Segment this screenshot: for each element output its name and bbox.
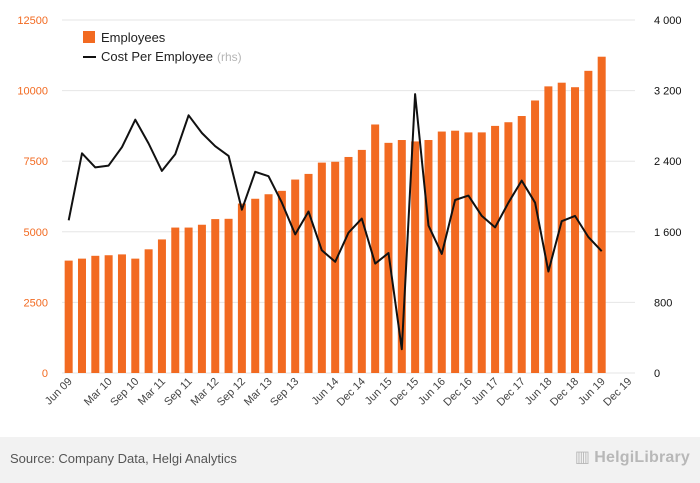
cost-per-employee-line [67, 93, 603, 351]
x-tick-label: Mar 12 [189, 376, 222, 409]
employees-bar [291, 179, 300, 373]
x-tick-label: Sep 11 [162, 376, 195, 409]
employees-bar [331, 161, 340, 373]
employees-bar [371, 124, 380, 373]
legend-label-cost: Cost Per Employee (rhs) [101, 49, 242, 64]
x-tick-label: Dec 14 [335, 376, 368, 409]
employees-bars [64, 56, 606, 374]
legend-cost-suffix: (rhs) [217, 50, 242, 64]
employees-bar [424, 140, 433, 373]
employees-bar [264, 194, 273, 373]
employees-bar [491, 125, 500, 374]
employees-bar [411, 141, 420, 373]
x-tick-label: Jun 09 [43, 376, 75, 408]
x-tick-label: Mar 10 [82, 376, 115, 409]
legend-cost-name: Cost Per Employee [101, 49, 213, 64]
employees-bar [64, 260, 73, 373]
employees-bar [504, 122, 513, 374]
right-y-tick-label: 3 200 [654, 86, 682, 98]
employees-bar [464, 132, 473, 373]
source-text: Source: Company Data, Helgi Analytics [10, 451, 237, 466]
library-icon: ▥ [574, 449, 591, 466]
combo-chart: 0 2500 5000 7500 10000 12500 0 800 1 600 2 400 3 … [17, 15, 682, 409]
legend: Employees Cost Per Employee (rhs) [83, 30, 242, 64]
x-tick-label: Sep 12 [215, 376, 248, 409]
employees-bar [517, 116, 526, 374]
employees-bar [77, 258, 86, 373]
x-tick-label: Dec 16 [441, 376, 474, 409]
x-tick-label: Dec 15 [388, 376, 421, 409]
employees-bar [211, 219, 220, 373]
cost-per-employee-series [67, 93, 603, 351]
right-y-tick-label: 1 600 [654, 227, 682, 239]
employees-bar [531, 100, 540, 373]
employees-bar [251, 198, 260, 373]
employees-bar [197, 224, 206, 373]
employees-bar [91, 255, 100, 373]
right-y-tick-label: 0 [654, 368, 660, 380]
employees-bar [104, 255, 113, 373]
employees-bar [477, 132, 486, 373]
employees-bar [557, 82, 566, 373]
x-tick-label: Mar 13 [242, 376, 275, 409]
employees-bar [344, 156, 353, 373]
employees-bar [224, 218, 233, 373]
legend-swatch-employees [83, 31, 95, 43]
employees-bar [171, 227, 180, 373]
x-tick-label: Sep 10 [108, 376, 141, 409]
employees-bar [571, 87, 580, 374]
logo-text: HelgiLibrary [594, 449, 690, 466]
employees-bar [131, 258, 140, 373]
left-y-tick-label: 2500 [24, 297, 48, 309]
x-tick-label: Mar 11 [136, 376, 168, 408]
x-tick-label: Dec 19 [601, 376, 634, 409]
employees-bar [277, 190, 286, 373]
employees-bar [357, 149, 366, 373]
left-y-tick-label: 5000 [24, 227, 48, 239]
employees-bar [144, 249, 153, 373]
employees-bar [317, 162, 326, 373]
footer: Source: Company Data, Helgi Analytics ▥ H… [0, 437, 700, 483]
x-tick-label: Sep 13 [268, 376, 301, 409]
employees-bar [304, 173, 313, 373]
legend-label-employees: Employees [101, 30, 166, 45]
left-y-tick-label: 12500 [17, 15, 48, 27]
employees-bar [397, 140, 406, 373]
left-y-axis: 0 2500 5000 7500 10000 12500 [17, 15, 48, 380]
employees-bar [597, 56, 606, 373]
right-y-axis: 0 800 1 600 2 400 3 200 4 000 [654, 15, 682, 380]
left-y-tick-label: 0 [42, 368, 48, 380]
helgi-library-logo: ▥ HelgiLibrary [575, 447, 690, 467]
employees-bar [237, 203, 246, 373]
employees-bar [544, 86, 553, 373]
employees-bar [117, 254, 126, 373]
employees-bar [157, 239, 166, 373]
left-y-tick-label: 7500 [24, 156, 48, 168]
x-tick-label: Dec 18 [548, 376, 581, 409]
employees-bar [584, 70, 593, 373]
right-y-tick-label: 2 400 [654, 156, 682, 168]
right-y-tick-label: 800 [654, 297, 672, 309]
right-y-tick-label: 4 000 [654, 15, 682, 27]
employees-bar [184, 227, 193, 373]
left-y-tick-label: 10000 [17, 86, 48, 98]
employees-bar [451, 130, 460, 373]
x-tick-label: Dec 17 [495, 376, 528, 409]
